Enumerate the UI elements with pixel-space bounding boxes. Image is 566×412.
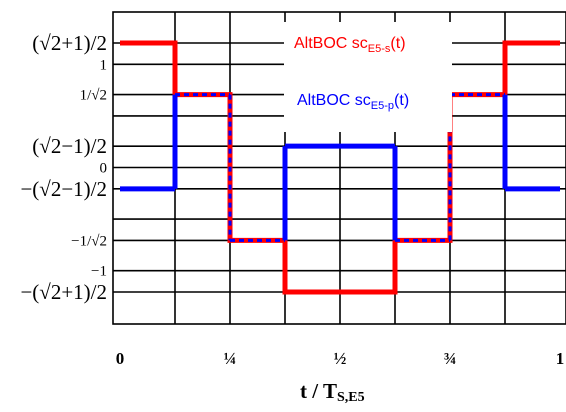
series-layer <box>120 40 560 295</box>
y-tick-label: −1 <box>91 264 107 280</box>
y-tick-label: −(√2+1)/2 <box>20 280 107 304</box>
legend-item-blue: AltBOC scE5-p(t) <box>297 92 409 112</box>
x-tick-label: ¼ <box>224 349 237 368</box>
x-tick-label: 1 <box>556 349 565 368</box>
y-tick-label: −(√2−1)/2 <box>20 177 107 201</box>
y-tick-label: 1/√2 <box>80 88 107 104</box>
legend-background <box>284 22 452 132</box>
x-axis-label: t / TS,E5 <box>300 379 365 405</box>
y-tick-label: −1/√2 <box>71 233 107 249</box>
y-tick-labels: (√2+1)/2 1 1/√2 (√2−1)/2 0−(√2−1)/2 −1/√2 −1−(… <box>20 31 107 304</box>
x-tick-label: 0 <box>116 349 125 368</box>
x-tick-label: ¾ <box>444 349 457 368</box>
plot-frame <box>112 11 566 325</box>
legend-item-red: AltBOC scE5-s(t) <box>294 35 406 55</box>
x-tick-labels: 0 ¼ ½ ¾ 1 <box>116 349 565 368</box>
y-tick-label: 1 <box>100 57 108 73</box>
y-tick-label: 0 <box>100 161 108 177</box>
y-tick-label: (√2+1)/2 <box>32 31 107 55</box>
y-tick-label: (√2−1)/2 <box>32 134 107 158</box>
x-tick-label: ½ <box>334 349 347 368</box>
